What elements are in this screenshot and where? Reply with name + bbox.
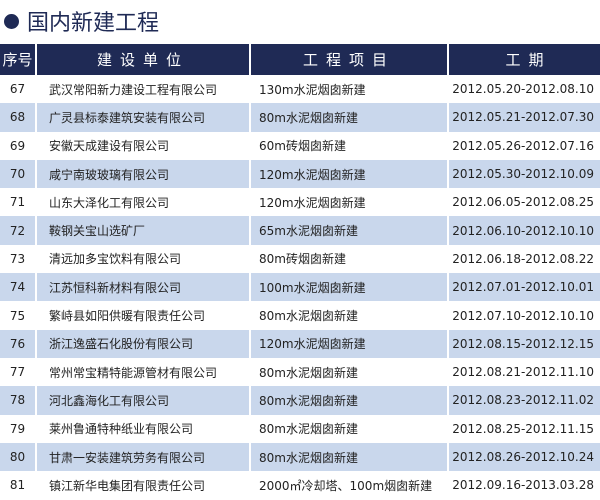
project-cell: 80m水泥烟囱新建 [259,365,358,380]
unit-cell: 江苏恒科新材料有限公司 [37,273,249,302]
seq-cell: 81 [9,478,26,493]
project-cell: 80m砖烟囱新建 [259,252,346,267]
seq-cell: 69 [9,138,26,153]
seq-cell: 76 [0,329,35,358]
unit-cell: 安徽天成建设有限公司 [49,139,170,154]
table-header-row: 序号 建设单位 工程项目 工期 [0,44,600,75]
unit-cell: 鞍钢关宝山选矿厂 [37,216,249,245]
table-row: 74 江苏恒科新材料有限公司 100m水泥烟囱新建 2012.07.01-2012.1… [0,273,600,302]
header-period: 工期 [449,44,600,75]
project-cell: 120m水泥烟囱新建 [259,195,366,210]
period-cell: 2012.06.18-2012.08.22 [452,251,594,266]
period-cell: 2012.05.30-2012.10.09 [449,159,600,189]
period-cell: 2012.05.20-2012.08.10 [452,82,594,97]
period-cell: 2012.05.21-2012.07.30 [449,103,600,132]
project-cell: 120m水泥烟囱新建 [251,159,447,189]
header-seq: 序号 [0,44,35,75]
table-row: 80 甘肃一安装建筑劳务有限公司 80m水泥烟囱新建 2012.08.26-2012.… [0,442,600,472]
project-cell: 80m水泥烟囱新建 [251,442,447,472]
seq-cell: 78 [0,386,35,415]
unit-cell: 浙江逸盛石化股份有限公司 [37,329,249,358]
period-cell: 2012.07.10-2012.10.10 [452,308,594,323]
header-unit: 建设单位 [37,44,249,75]
project-cell: 80m水泥烟囱新建 [251,386,447,415]
unit-cell: 繁峙县如阳供暖有限责任公司 [49,309,206,324]
period-cell: 2012.07.01-2012.10.01 [449,273,600,302]
projects-table: 序号 建设单位 工程项目 工期 67 武汉常阳新力建设工程有限公司 130m水泥烟囱… [0,44,600,499]
period-cell: 2012.05.26-2012.07.16 [452,138,594,153]
seq-cell: 79 [9,421,26,436]
period-cell: 2012.08.25-2012.11.15 [452,421,594,436]
period-cell: 2012.08.15-2012.12.15 [449,329,600,358]
seq-cell: 74 [0,273,35,302]
project-cell: 130m水泥烟囱新建 [259,82,366,97]
table-row: 81 镇江新华电集团有限责任公司 2000㎡冷却塔、100m烟囱新建 2012.09.… [0,471,600,499]
seq-cell: 77 [9,365,26,380]
table-row: 75 繁峙县如阳供暖有限责任公司 80m水泥烟囱新建 2012.07.10-2012.… [0,301,600,329]
table-row: 76 浙江逸盛石化股份有限公司 120m水泥烟囱新建 2012.08.15-2012.… [0,329,600,358]
table-row: 69 安徽天成建设有限公司 60m砖烟囱新建 2012.05.26-2012.07.1… [0,132,600,160]
period-cell: 2012.09.16-2013.03.28 [452,478,594,493]
seq-cell: 72 [0,216,35,245]
project-cell: 60m砖烟囱新建 [259,139,346,154]
table-row: 68 广灵县标泰建筑安装有限公司 80m水泥烟囱新建 2012.05.21-2012.… [0,103,600,132]
table-row: 77 常州常宝精特能源管材有限公司 80m水泥烟囱新建 2012.08.21-2012… [0,358,600,386]
project-cell: 80m水泥烟囱新建 [259,309,358,324]
unit-cell: 常州常宝精特能源管材有限公司 [49,365,218,380]
table-row: 79 莱州鲁通特种纸业有限公司 80m水泥烟囱新建 2012.08.25-2012.1… [0,415,600,443]
project-cell: 2000㎡冷却塔、100m烟囱新建 [259,478,433,493]
unit-cell: 山东大泽化工有限公司 [49,195,170,210]
project-cell: 65m水泥烟囱新建 [251,216,447,245]
unit-cell: 清远加多宝饮料有限公司 [49,252,182,267]
period-cell: 2012.06.05-2012.08.25 [452,195,594,210]
project-cell: 80m水泥烟囱新建 [251,103,447,132]
project-cell: 120m水泥烟囱新建 [251,329,447,358]
header-project: 工程项目 [251,44,447,75]
seq-cell: 70 [0,159,35,189]
project-cell: 80m水泥烟囱新建 [259,422,358,437]
seq-cell: 73 [9,251,26,266]
bullet-dot-icon [4,13,19,29]
unit-cell: 莱州鲁通特种纸业有限公司 [49,422,194,437]
table-row: 78 河北鑫海化工有限公司 80m水泥烟囱新建 2012.08.23-2012.11.… [0,386,600,415]
period-cell: 2012.08.26-2012.10.24 [449,442,600,472]
unit-cell: 广灵县标泰建筑安装有限公司 [37,103,249,132]
unit-cell: 咸宁南玻玻璃有限公司 [37,159,249,189]
unit-cell: 河北鑫海化工有限公司 [37,386,249,415]
unit-cell: 甘肃一安装建筑劳务有限公司 [37,442,249,472]
seq-cell: 71 [9,195,26,210]
unit-cell: 镇江新华电集团有限责任公司 [49,478,206,493]
seq-cell: 80 [0,442,35,472]
section-title: 国内新建工程 [4,4,159,38]
table-row: 72 鞍钢关宝山选矿厂 65m水泥烟囱新建 2012.06.10-2012.10.10 [0,216,600,245]
section-title-text: 国内新建工程 [27,11,160,36]
period-cell: 2012.08.23-2012.11.02 [449,386,600,415]
table-row: 67 武汉常阳新力建设工程有限公司 130m水泥烟囱新建 2012.05.20-201… [0,75,600,103]
period-cell: 2012.08.21-2012.11.10 [452,365,594,380]
table-row: 70 咸宁南玻玻璃有限公司 120m水泥烟囱新建 2012.05.30-2012.10… [0,159,600,189]
seq-cell: 67 [9,82,26,97]
table-row: 73 清远加多宝饮料有限公司 80m砖烟囱新建 2012.06.18-2012.08.… [0,245,600,273]
project-cell: 100m水泥烟囱新建 [251,273,447,302]
table-row: 71 山东大泽化工有限公司 120m水泥烟囱新建 2012.06.05-2012.08… [0,188,600,216]
seq-cell: 75 [9,308,26,323]
period-cell: 2012.06.10-2012.10.10 [449,216,600,245]
seq-cell: 68 [0,103,35,132]
unit-cell: 武汉常阳新力建设工程有限公司 [49,82,218,97]
